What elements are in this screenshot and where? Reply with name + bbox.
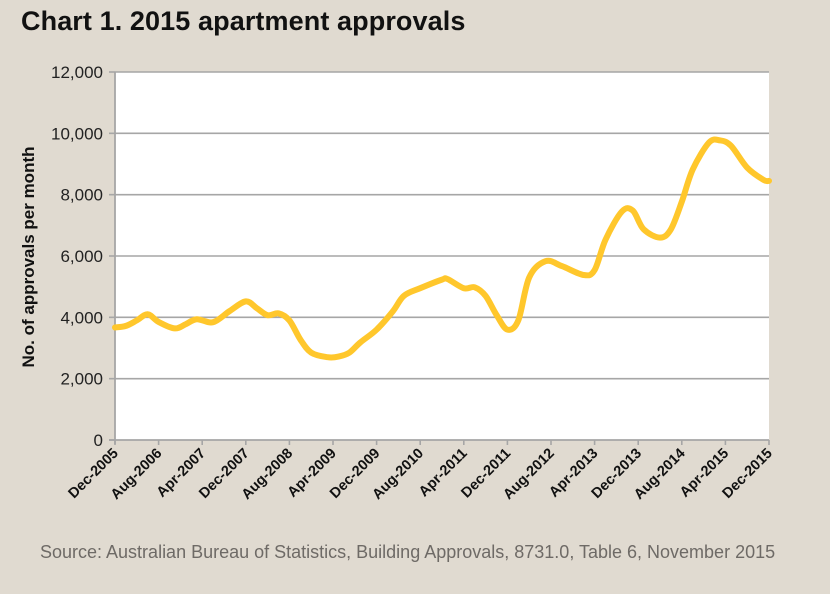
gridlines — [115, 71, 769, 380]
y-tick-label: 2,000 — [60, 370, 103, 389]
y-tick-label: 8,000 — [60, 186, 103, 205]
chart-title: Chart 1. 2015 apartment approvals — [21, 6, 466, 36]
y-axis-title: No. of approvals per month — [19, 146, 38, 367]
source-note: Source: Australian Bureau of Statistics,… — [40, 542, 776, 562]
y-tick-label: 12,000 — [51, 63, 103, 82]
y-tick-label: 0 — [94, 431, 103, 450]
y-tick-label: 6,000 — [60, 247, 103, 266]
x-axis-ticks: Dec-2005Aug-2006Apr-2007Dec-2007Aug-2008… — [65, 440, 776, 503]
series-line-apartment-approvals — [112, 136, 772, 361]
y-tick-label: 4,000 — [60, 308, 103, 327]
series-layer — [112, 136, 772, 361]
y-tick-label: 10,000 — [51, 124, 103, 143]
y-axis-ticks: 0 2,000 4,000 6,000 8,000 10,000 12,000 — [51, 63, 115, 450]
